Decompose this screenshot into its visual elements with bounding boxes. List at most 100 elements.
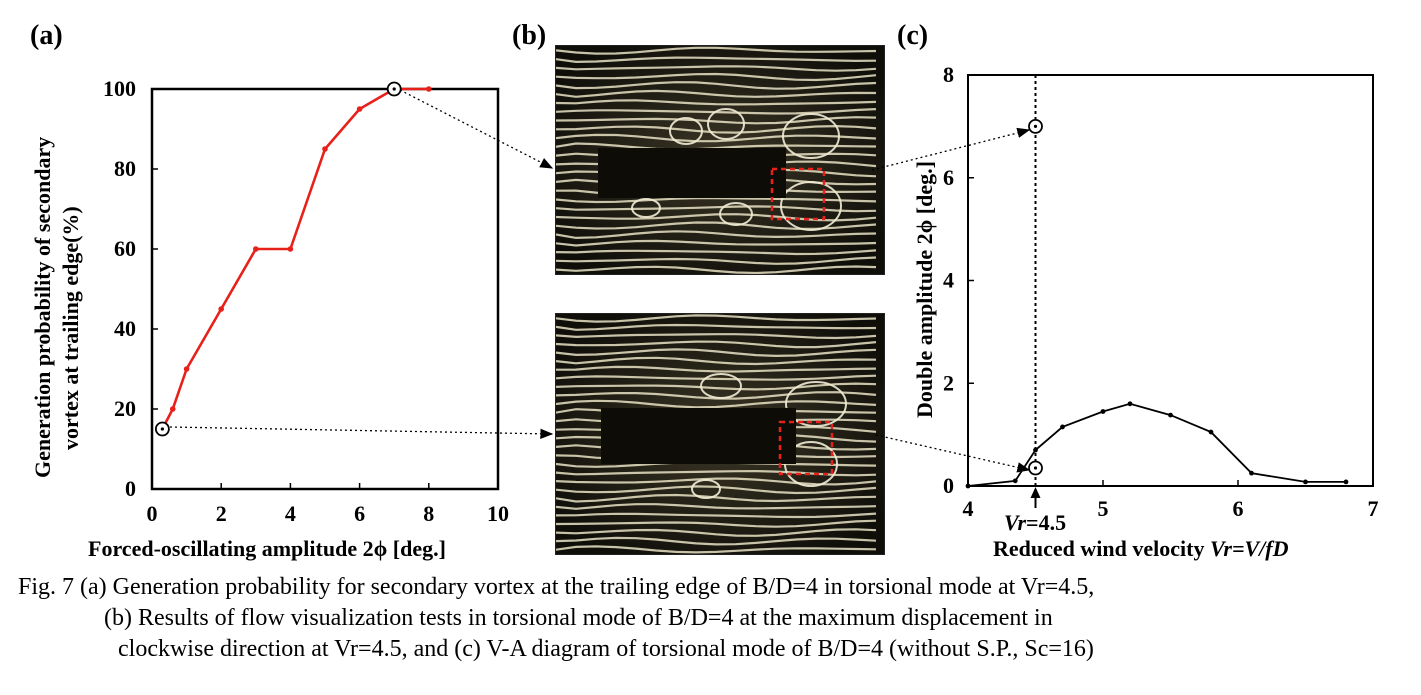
chart-a-ytick-label: 0 xyxy=(125,476,136,501)
chart-c-data-point xyxy=(1208,429,1214,435)
chart-c-data-point xyxy=(1100,409,1106,414)
chart-c-data-point xyxy=(1168,412,1173,418)
chart-c-xtick-label: 6 xyxy=(1233,496,1244,521)
chart-a-ytick-label: 20 xyxy=(114,396,136,421)
streakline xyxy=(556,116,877,125)
vline-label-var: Vr xyxy=(1004,510,1027,535)
panel-label-a: (a) xyxy=(30,20,63,51)
chart-c-xlabel-prefix: Reduced wind velocity xyxy=(993,536,1210,561)
vline-label-value: =4.5 xyxy=(1026,510,1067,535)
chart-c-data-point xyxy=(965,483,971,489)
chart-a-ytick-label: 40 xyxy=(114,316,136,341)
streakline xyxy=(556,365,877,373)
chart-a-series-line xyxy=(161,87,429,430)
streakline xyxy=(556,536,877,546)
highlight-box-top xyxy=(770,167,826,221)
streakline xyxy=(556,503,877,510)
chart-c-data-point xyxy=(1033,447,1038,453)
chart-a-data-point xyxy=(322,146,328,152)
chart-a-data-point xyxy=(169,406,176,412)
chart-c-ytick-label: 4 xyxy=(943,268,954,293)
chart-c-vline-arrow-head xyxy=(1030,487,1041,498)
streakline xyxy=(556,89,877,98)
chart-c-xlabel: Reduced wind velocity Vr=V/fD xyxy=(993,536,1289,562)
caption-line-2: (b) Results of flow visualization tests … xyxy=(104,605,1053,631)
streakline xyxy=(556,133,877,143)
flow-photo-top-graphic xyxy=(556,46,884,274)
streakline xyxy=(556,256,877,265)
arrow-b-top-to-c-top xyxy=(871,127,1031,171)
streakline xyxy=(556,333,877,340)
caption-line-1: Fig. 7 (a) Generation probability for se… xyxy=(18,574,1095,600)
chart-a-ytick-label: 100 xyxy=(103,76,136,101)
streakline xyxy=(556,512,877,519)
chart-a-xtick-label: 8 xyxy=(423,501,434,526)
streakline xyxy=(556,230,877,240)
chart-c-xtick-label: 5 xyxy=(1098,496,1109,521)
chart-c-highlight-circle xyxy=(1028,460,1043,476)
streakline xyxy=(556,348,877,358)
chart-c-highlight-center xyxy=(1033,124,1038,128)
chart-a-ylabel-line1: Generation probability of secondary xyxy=(30,136,55,478)
streakline xyxy=(556,56,877,64)
streakline xyxy=(556,528,877,537)
chart-a-frame xyxy=(150,87,500,491)
streakline xyxy=(556,124,877,134)
chart-c-ytick-label: 0 xyxy=(943,473,954,498)
chart-a-ytick-label: 80 xyxy=(114,156,136,181)
chart-c-highlight-circle xyxy=(1028,118,1043,134)
chart-c-ytick-label: 8 xyxy=(943,62,954,87)
streakline xyxy=(556,314,877,323)
streakline xyxy=(556,65,877,72)
streakline xyxy=(556,249,877,256)
chart-c-highlight-center xyxy=(1033,466,1038,470)
chart-a-data-point xyxy=(218,306,224,312)
streakline xyxy=(556,485,877,495)
flow-photo-bottom-graphic xyxy=(556,314,884,554)
panel-label-b: (b) xyxy=(512,20,547,51)
streakline xyxy=(556,374,877,381)
streakline xyxy=(556,46,877,55)
streakline xyxy=(556,356,877,366)
chart-c-data-point xyxy=(1127,401,1133,407)
chart-a-ytick-label: 60 xyxy=(114,236,136,261)
chart-c-xtick-label: 7 xyxy=(1368,496,1379,521)
chart-a-xtick-label: 6 xyxy=(354,501,365,526)
chart-c-ytick-label: 6 xyxy=(943,165,954,190)
streakline xyxy=(556,399,877,409)
flow-visualization-photo-bottom xyxy=(555,313,885,555)
chart-c-data-point xyxy=(1343,479,1349,485)
streakline xyxy=(556,205,877,213)
chart-a-data-point xyxy=(356,106,363,112)
chart-c-xtick-label: 4 xyxy=(963,496,974,521)
chart-a-highlight-center xyxy=(160,427,164,431)
chart-a-data-point xyxy=(426,86,432,92)
chart-a-highlight-center xyxy=(392,87,396,91)
streakline xyxy=(556,239,877,247)
panel-label-c: (c) xyxy=(897,20,929,51)
streakline xyxy=(556,99,877,106)
vline-label: Vr=4.5 xyxy=(1004,510,1066,536)
flow-visualization-photo-top xyxy=(555,45,885,275)
chart-c-data-point xyxy=(1303,479,1308,485)
chart-c-frame xyxy=(967,74,1374,487)
highlight-box-bottom xyxy=(778,420,834,476)
chart-c-ylabel: Double amplitude 2ϕ [deg.] xyxy=(912,161,937,418)
chart-a-data-point xyxy=(253,246,259,252)
streakline xyxy=(556,323,877,331)
streakline xyxy=(556,493,877,503)
chart-c-xlabel-var: Vr=V/fD xyxy=(1209,536,1289,561)
streakline xyxy=(556,545,877,554)
chart-a-xtick-label: 4 xyxy=(285,501,296,526)
streakline xyxy=(556,519,877,528)
chart-a-data-point xyxy=(287,246,294,252)
streakline xyxy=(556,265,877,274)
chart-c-data-point xyxy=(1060,424,1065,430)
chart-c-ytick-label: 2 xyxy=(943,370,954,395)
chart-a-data-point xyxy=(183,366,190,372)
streakline xyxy=(556,197,877,204)
chart-a-xtick-label: 0 xyxy=(147,501,158,526)
streakline xyxy=(556,81,877,90)
chart-a-ylabel-line2: vortex at trailing edge(%) xyxy=(58,206,83,450)
